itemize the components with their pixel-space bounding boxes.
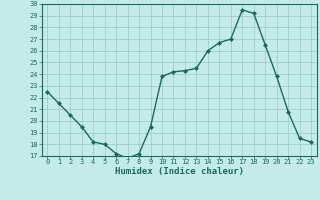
X-axis label: Humidex (Indice chaleur): Humidex (Indice chaleur) — [115, 167, 244, 176]
